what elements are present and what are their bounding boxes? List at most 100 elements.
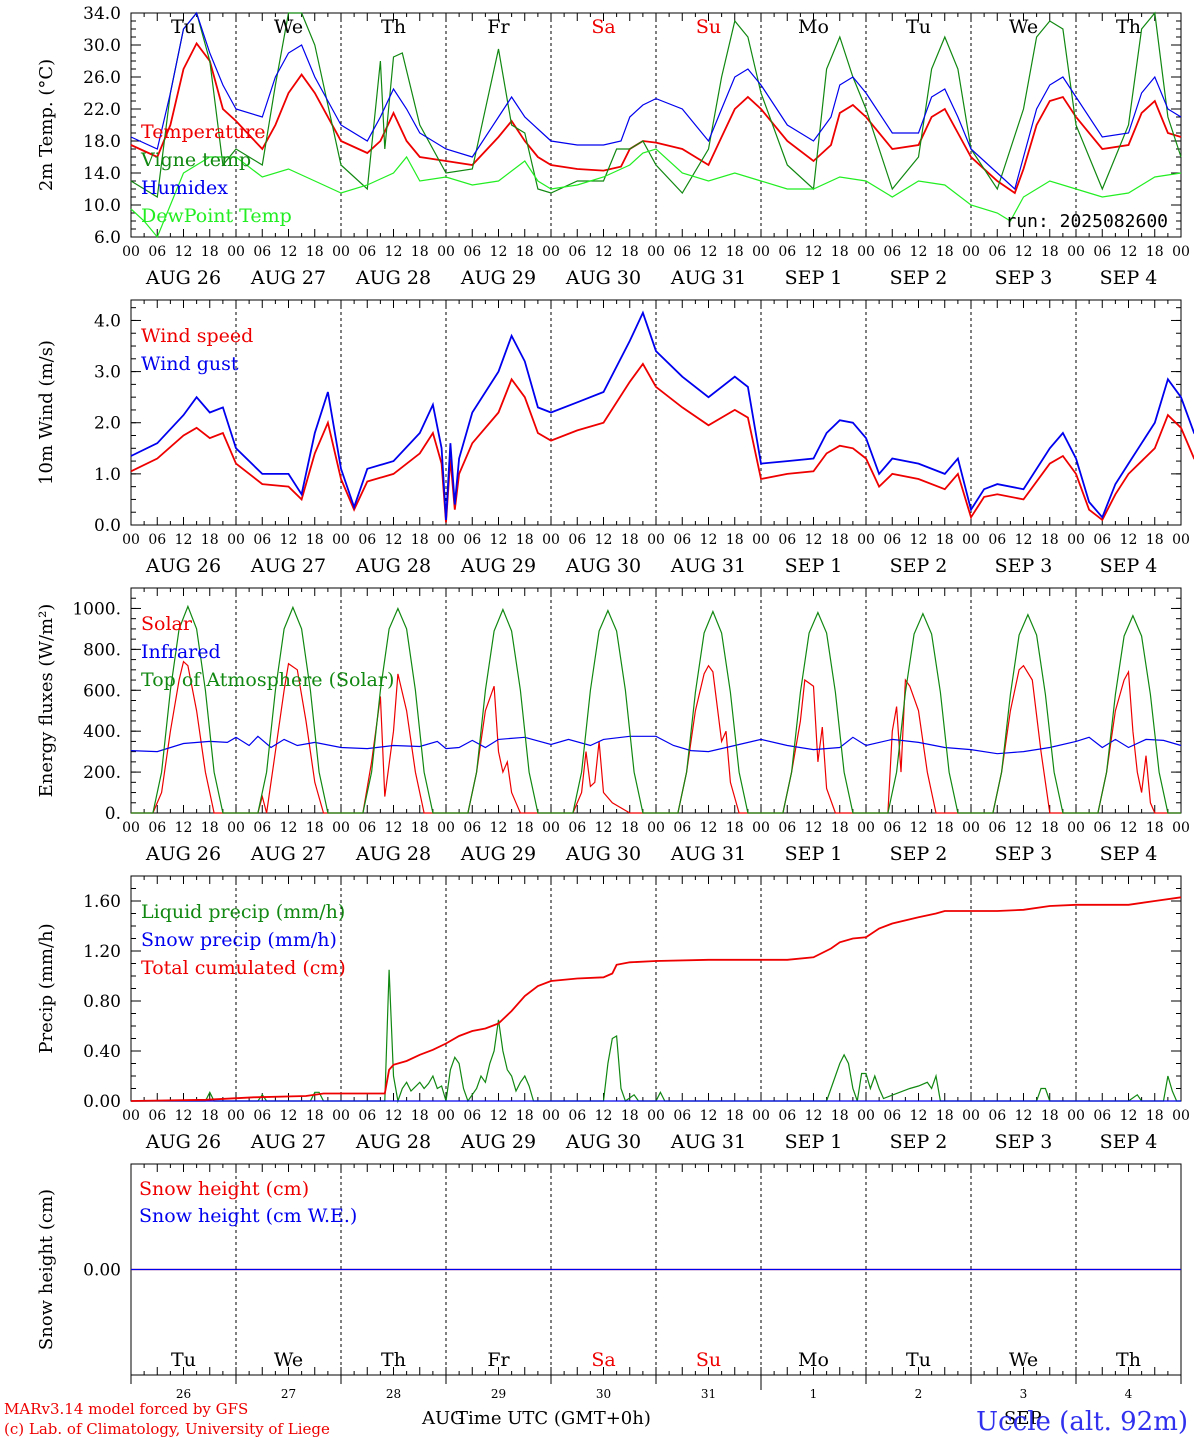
lab-credit: (c) Lab. of Climatology, University of L… [4,1420,330,1438]
y-tick-label: 2.0 [94,414,121,434]
hour-tick-label: 12 [595,1108,613,1124]
hour-tick-label: 00 [227,820,245,836]
date-label: SEP 1 [785,1131,843,1153]
hour-tick-label: 00 [857,532,875,548]
hour-tick-label: 12 [490,244,508,260]
hour-tick-label: 12 [595,244,613,260]
hour-tick-label: 12 [805,532,823,548]
hour-tick-label: 12 [910,532,928,548]
hour-tick-label: 18 [411,820,429,836]
weekday-label: Fr [487,16,510,38]
hour-tick-label: 12 [385,532,403,548]
hour-tick-label: 12 [490,532,508,548]
hour-tick-label: 00 [227,532,245,548]
weekday-label: Tu [171,1349,196,1371]
hour-tick-label: 06 [778,244,796,260]
weekday-label: Tu [171,16,196,38]
hour-tick-label: 06 [463,532,481,548]
hour-tick-label: 06 [1093,532,1111,548]
weekday-label: Th [1116,16,1141,38]
day-number-label: 26 [176,1387,191,1401]
hour-tick-label: 12 [1120,1108,1138,1124]
hour-tick-label: 00 [1067,244,1085,260]
y-tick-label: 3.0 [94,363,121,383]
weekday-label: Mo [798,1349,829,1371]
date-label: AUG 26 [145,555,221,577]
hour-tick-label: 12 [1015,820,1033,836]
hour-tick-label: 00 [1172,244,1190,260]
hour-tick-label: 00 [1067,532,1085,548]
hour-tick-label: 12 [175,244,193,260]
hour-tick-label: 18 [306,532,324,548]
hour-tick-label: 00 [332,532,350,548]
date-label: SEP 2 [890,1131,948,1153]
legend-entry: Wind gust [141,353,239,375]
date-label: AUG 26 [145,1131,221,1153]
date-label: AUG 30 [565,267,641,289]
hour-tick-label: 18 [516,244,534,260]
hour-tick-label: 00 [752,820,770,836]
hour-tick-label: 06 [253,244,271,260]
legend-entry: Humidex [141,177,228,199]
hour-tick-label: 00 [542,532,560,548]
y-tick-label: 0. [105,804,121,824]
run-label: run: 2025082600 [1005,211,1168,232]
hour-tick-label: 00 [647,1108,665,1124]
hour-tick-label: 12 [1120,820,1138,836]
y-tick-label: 1.60 [83,892,121,912]
hour-tick-label: 06 [1093,1108,1111,1124]
hour-tick-label: 06 [358,820,376,836]
hour-tick-label: 06 [358,532,376,548]
hour-tick-label: 06 [253,1108,271,1124]
y-axis-label: Snow height (cm) [36,1189,57,1350]
hour-tick-label: 06 [568,244,586,260]
y-tick-label: 18.0 [83,132,121,152]
weekday-label: Fr [487,1349,510,1371]
hour-tick-label: 12 [595,820,613,836]
weekday-label: Tu [906,1349,931,1371]
hour-tick-label: 12 [385,820,403,836]
date-label: SEP 3 [995,843,1053,865]
y-tick-label: 0.0 [94,516,121,536]
hour-tick-label: 18 [1041,1108,1059,1124]
legend-entry: Snow height (cm W.E.) [139,1205,357,1227]
y-tick-label: 1000. [72,599,121,619]
weekday-label: We [274,16,303,38]
date-label: SEP 4 [1100,267,1158,289]
day-number-label: 3 [1020,1387,1028,1401]
hour-tick-label: 06 [883,820,901,836]
hour-tick-label: 00 [437,820,455,836]
hour-tick-label: 06 [358,244,376,260]
hour-tick-label: 12 [280,532,298,548]
date-label: SEP 2 [890,843,948,865]
hour-tick-label: 06 [463,1108,481,1124]
hour-tick-label: 00 [647,244,665,260]
hour-tick-label: 00 [122,244,140,260]
series-line [130,148,1182,239]
hour-tick-label: 12 [1120,244,1138,260]
hour-tick-label: 18 [726,1108,744,1124]
hour-tick-label: 18 [201,820,219,836]
date-label: AUG 28 [355,1131,431,1153]
hour-tick-label: 00 [1067,820,1085,836]
hour-tick-label: 12 [700,244,718,260]
hour-tick-label: 18 [831,1108,849,1124]
hour-tick-label: 18 [411,1108,429,1124]
hour-tick-label: 06 [463,244,481,260]
y-tick-label: 0.00 [83,1261,121,1281]
legend-entry: Wind speed [141,325,253,347]
hour-tick-label: 18 [306,244,324,260]
panels: 6.010.014.018.022.026.030.034.02m Temp. … [36,4,1194,1401]
hour-tick-label: 00 [437,244,455,260]
hour-tick-label: 00 [542,820,560,836]
panel-2: 0.0 1.0 2.0 3.0 4.0 10m Wind (m/s) Wind speed W… [36,299,1194,577]
hour-tick-label: 00 [1172,532,1190,548]
hour-tick-label: 12 [910,820,928,836]
weekday-label: Sa [591,1349,615,1371]
hour-tick-label: 12 [280,244,298,260]
hour-tick-label: 18 [936,532,954,548]
hour-tick-label: 06 [988,820,1006,836]
hour-tick-label: 12 [280,1108,298,1124]
hour-tick-label: 12 [700,820,718,836]
hour-tick-label: 00 [542,1108,560,1124]
